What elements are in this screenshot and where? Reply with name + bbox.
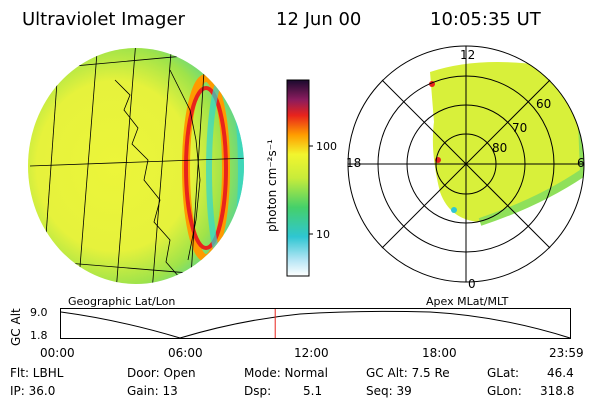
status-glon-label: GLon: bbox=[487, 384, 522, 398]
mlat-80-label: 80 bbox=[492, 141, 508, 155]
intensity-colorbar bbox=[286, 79, 313, 277]
status-gc-alt: GC Alt: 7.5 Re bbox=[366, 366, 450, 380]
altitude-y-bottom: 1.8 bbox=[30, 329, 48, 342]
status-glat-value: 46.4 bbox=[547, 366, 574, 380]
status-dsp-value: 5.1 bbox=[303, 384, 323, 398]
geographic-map-label: Geographic Lat/Lon bbox=[68, 295, 176, 308]
apex-map-label: Apex MLat/MLT bbox=[426, 295, 509, 308]
time-tick-3: 18:00 bbox=[422, 346, 457, 360]
time-label: 10:05:35 UT bbox=[430, 9, 541, 30]
colorbar-unit-label: photon cm⁻²s⁻¹ bbox=[265, 139, 279, 232]
time-tick-4: 23:59 bbox=[549, 346, 584, 360]
time-tick-1: 06:00 bbox=[168, 346, 203, 360]
time-tick-2: 12:00 bbox=[294, 346, 329, 360]
status-glon-value: 318.8 bbox=[540, 384, 575, 398]
colorbar-tick-10: 10 bbox=[316, 228, 330, 241]
status-mode: Mode: Normal bbox=[244, 366, 328, 380]
status-seq: Seq: 39 bbox=[366, 384, 412, 398]
status-glat-label: GLat: bbox=[487, 366, 520, 380]
altitude-axis-label: GC Alt bbox=[9, 308, 23, 346]
status-ip: IP: 36.0 bbox=[10, 384, 56, 398]
mlat-60-label: 60 bbox=[536, 97, 552, 111]
mlt-6-label: 6 bbox=[577, 156, 585, 170]
mlt-12-label: 12 bbox=[460, 48, 476, 62]
status-door: Door: Open bbox=[127, 366, 196, 380]
status-gain: Gain: 13 bbox=[127, 384, 178, 398]
instrument-title: Ultraviolet Imager bbox=[22, 9, 185, 30]
polar-mlat-mlt-plot bbox=[347, 45, 585, 283]
altitude-y-top: 9.0 bbox=[30, 306, 48, 319]
mlt-0-label: 0 bbox=[468, 277, 476, 291]
mlat-70-label: 70 bbox=[512, 121, 528, 135]
time-tick-0: 00:00 bbox=[40, 346, 75, 360]
altitude-timeline-plot bbox=[60, 308, 571, 339]
mlt-18-label: 18 bbox=[346, 156, 362, 170]
date-label: 12 Jun 00 bbox=[276, 9, 362, 30]
geographic-uv-image bbox=[28, 48, 244, 284]
colorbar-tick-100: 100 bbox=[316, 140, 337, 153]
status-dsp-label: Dsp: bbox=[244, 384, 272, 398]
status-flt: Flt: LBHL bbox=[10, 366, 64, 380]
